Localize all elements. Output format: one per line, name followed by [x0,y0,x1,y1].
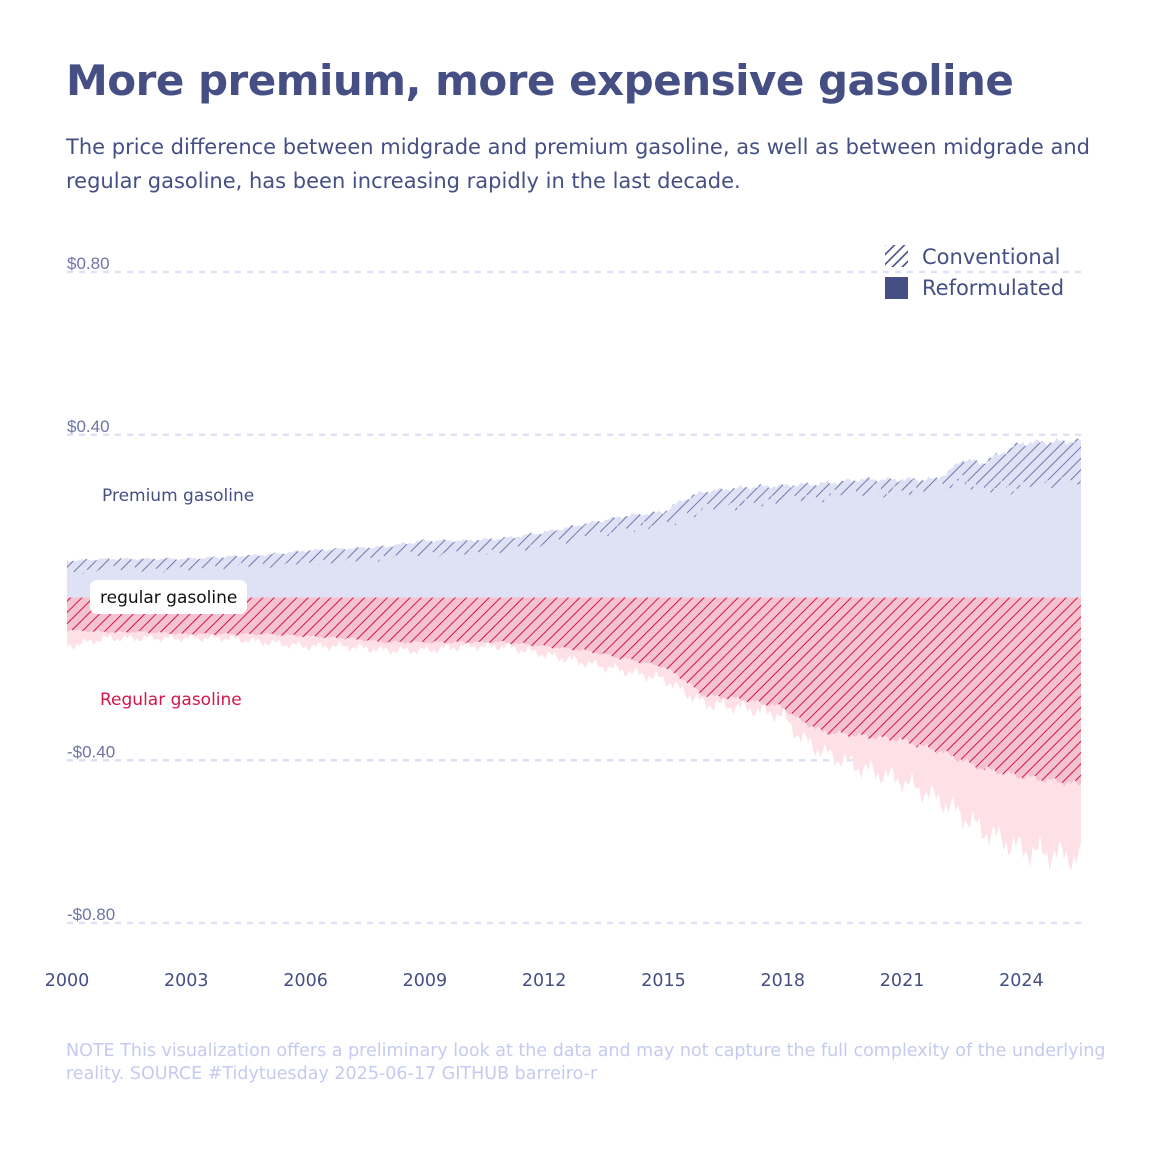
annotation-baseline: regular gasoline [100,588,237,608]
x-tick-label-4: 2012 [522,971,567,991]
area-premium-gasoline-reformulated [67,472,1081,598]
x-tick-label-8: 2024 [999,971,1044,991]
legend-label-reformulated: Reformulated [922,276,1064,300]
chart-subtitle: The price difference between midgrade an… [66,135,1090,193]
legend: Conventional Reformulated [885,245,1064,300]
x-tick-label-5: 2015 [641,971,686,991]
y-tick-label-2: -$0.40 [67,742,115,761]
annotation-baseline-box [90,580,247,614]
annotation-premium: Premium gasoline [102,486,254,506]
axes: $0.80 $0.40 -$0.40 -$0.80 2000 2003 2006 2009 20… [45,254,1044,991]
x-tick-label-7: 2021 [880,971,925,991]
y-tick-label-1: $0.40 [67,417,110,436]
area-series [67,437,1081,871]
y-tick-label-3: -$0.80 [67,905,115,924]
x-tick-label-3: 2009 [403,971,448,991]
legend-label-conventional: Conventional [922,245,1060,269]
chart-caption: NOTE This visualization offers a prelimi… [66,1041,1106,1084]
annotation-regular: Regular gasoline [100,690,242,710]
x-tick-label-0: 2000 [45,971,90,991]
x-tick-label-6: 2018 [761,971,806,991]
legend-swatch-conventional [885,245,908,267]
x-tick-label-2: 2006 [283,971,328,991]
annotations: Premium gasoline Regular gasoline regula… [90,486,254,710]
y-tick-label-0: $0.80 [67,254,110,273]
grid-lines [67,270,1085,925]
chart-title: More premium, more expensive gasoline [66,56,1014,105]
legend-swatch-reformulated [885,277,908,299]
x-tick-label-1: 2003 [164,971,209,991]
area-regular-gasoline-conventional [67,597,1081,787]
